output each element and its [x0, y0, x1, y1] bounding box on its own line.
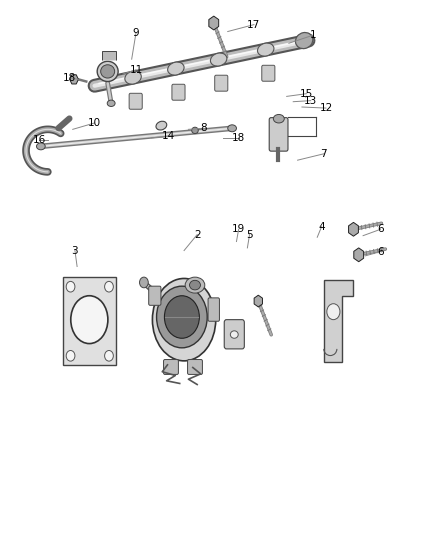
Polygon shape — [209, 16, 219, 30]
Circle shape — [66, 351, 75, 361]
Text: 10: 10 — [88, 118, 101, 128]
Circle shape — [140, 277, 148, 288]
FancyBboxPatch shape — [149, 286, 161, 305]
FancyBboxPatch shape — [187, 360, 202, 374]
Ellipse shape — [273, 115, 284, 123]
Polygon shape — [254, 295, 262, 307]
Text: 17: 17 — [247, 20, 261, 30]
FancyBboxPatch shape — [215, 75, 228, 91]
Ellipse shape — [156, 121, 167, 130]
Text: 6: 6 — [377, 224, 384, 235]
Text: 5: 5 — [246, 230, 253, 240]
Ellipse shape — [125, 71, 141, 84]
Text: 16: 16 — [32, 135, 46, 145]
Circle shape — [327, 304, 340, 320]
Polygon shape — [324, 280, 353, 362]
Circle shape — [105, 351, 113, 361]
Text: 18: 18 — [63, 73, 76, 83]
Ellipse shape — [190, 280, 201, 290]
Ellipse shape — [210, 53, 227, 66]
FancyBboxPatch shape — [269, 118, 288, 151]
Circle shape — [164, 296, 199, 338]
Ellipse shape — [228, 125, 237, 132]
Ellipse shape — [152, 278, 216, 361]
Text: 6: 6 — [377, 247, 384, 256]
Ellipse shape — [296, 33, 313, 49]
Polygon shape — [102, 51, 116, 60]
Text: 7: 7 — [321, 149, 327, 159]
Text: 11: 11 — [129, 65, 143, 75]
Polygon shape — [349, 222, 358, 236]
Circle shape — [105, 281, 113, 292]
Text: 19: 19 — [232, 224, 245, 235]
Polygon shape — [70, 75, 78, 84]
FancyBboxPatch shape — [172, 84, 185, 100]
Ellipse shape — [97, 61, 118, 82]
FancyBboxPatch shape — [163, 360, 178, 374]
Circle shape — [156, 286, 207, 348]
Circle shape — [66, 281, 75, 292]
Text: 2: 2 — [194, 230, 201, 240]
Ellipse shape — [107, 100, 115, 107]
Polygon shape — [63, 277, 116, 365]
FancyBboxPatch shape — [208, 298, 219, 321]
Text: 9: 9 — [133, 28, 139, 38]
Text: 4: 4 — [318, 222, 325, 232]
Ellipse shape — [36, 143, 45, 150]
Ellipse shape — [71, 296, 108, 344]
Ellipse shape — [230, 331, 238, 338]
FancyBboxPatch shape — [262, 65, 275, 81]
Polygon shape — [354, 248, 364, 262]
Ellipse shape — [168, 62, 184, 75]
Ellipse shape — [101, 64, 115, 78]
FancyBboxPatch shape — [129, 93, 142, 109]
Text: 14: 14 — [162, 131, 175, 141]
Text: 12: 12 — [319, 103, 332, 113]
Text: 3: 3 — [71, 246, 78, 255]
Text: 18: 18 — [232, 133, 245, 143]
Text: 13: 13 — [304, 95, 317, 106]
Ellipse shape — [258, 43, 274, 56]
Ellipse shape — [185, 277, 205, 293]
Ellipse shape — [192, 127, 198, 134]
Text: 8: 8 — [201, 123, 207, 133]
FancyBboxPatch shape — [224, 320, 244, 349]
Text: 15: 15 — [300, 88, 313, 99]
Text: 1: 1 — [310, 30, 316, 41]
